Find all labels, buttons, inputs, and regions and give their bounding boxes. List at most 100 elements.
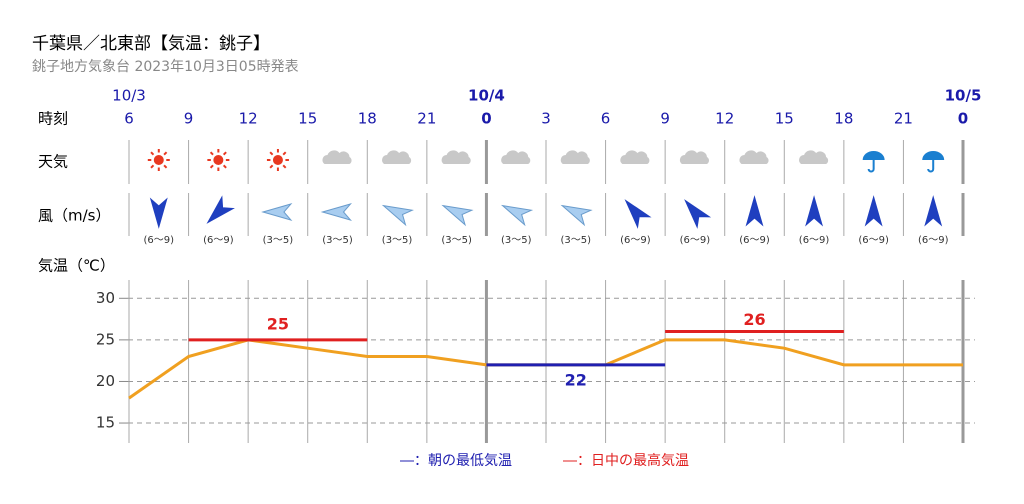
sun (153, 155, 164, 165)
arrow (560, 204, 593, 227)
y-tick-label: 25 (96, 330, 115, 348)
arrow (149, 197, 168, 229)
wind-speed: (3～5) (263, 235, 294, 246)
sun-ray (269, 151, 274, 156)
wind-speed: (3～5) (441, 235, 472, 246)
wind-arrow (206, 195, 235, 224)
sun-ray (209, 151, 214, 156)
sun-ray (163, 164, 168, 169)
wind-arrow (500, 204, 534, 227)
x-tick-label: 0 (481, 110, 491, 128)
row-label: 気温（℃） (38, 257, 115, 275)
umbrella (862, 151, 885, 160)
x-tick-label: 15 (775, 110, 794, 128)
daily-label: 26 (743, 310, 765, 329)
wind-speed: (6～9) (799, 235, 830, 246)
umbrella (922, 151, 945, 160)
y-tick-label: 30 (96, 289, 115, 307)
wind-speed: (6～9) (918, 235, 949, 246)
weather-icon (207, 149, 230, 171)
arrow (805, 195, 824, 227)
wind-speed: (6～9) (203, 235, 234, 246)
arrow (381, 204, 414, 227)
sun-ray (150, 151, 155, 156)
wind-arrow (805, 195, 824, 227)
row-label: 時刻 (38, 110, 68, 128)
sun-ray (163, 151, 168, 156)
arrow (320, 203, 352, 221)
subtitle: 銚子地方気象台 2023年10月3日05時発表 (32, 59, 299, 75)
arrow (441, 204, 474, 227)
wind-speed: (3～5) (322, 235, 353, 246)
cloud (441, 150, 471, 164)
cloud (679, 150, 709, 164)
weather-icon (560, 150, 590, 164)
arrow (624, 199, 652, 229)
wind-arrow (441, 204, 474, 227)
sun-ray (282, 151, 287, 156)
wind-speed: (6～9) (620, 235, 651, 246)
wind-arrow (320, 203, 352, 221)
x-tick-label: 9 (660, 110, 670, 128)
wind-arrow (381, 204, 414, 227)
x-tick-label: 3 (541, 110, 551, 128)
weather-icon (382, 150, 412, 164)
cloud (739, 150, 769, 164)
row-label: 天気 (38, 153, 68, 171)
x-tick-label: 12 (715, 110, 734, 128)
y-tick-label: 15 (96, 414, 115, 432)
arrow (924, 195, 943, 227)
sun (272, 155, 283, 165)
wind-arrow (149, 197, 168, 229)
arrow (864, 195, 883, 227)
x-tick-label: 6 (124, 110, 134, 128)
cloud (382, 150, 412, 164)
weather-icon (799, 150, 829, 164)
wind-arrow (624, 199, 652, 229)
weather-icon (322, 150, 352, 164)
weather-icon (620, 150, 650, 164)
sun-ray (150, 164, 155, 169)
title: 千葉県／北東部【気温：銚子】 (32, 34, 270, 54)
arrow (261, 203, 293, 221)
wind-speed: (3～5) (501, 235, 532, 246)
wind-speed: (6～9) (739, 235, 770, 246)
daily-label: 22 (565, 370, 587, 389)
x-tick-label: 12 (239, 110, 258, 128)
wind-speed: (6～9) (144, 235, 175, 246)
wind-arrow (924, 195, 943, 227)
sun-ray (222, 164, 227, 169)
date-label: 10/4 (468, 87, 505, 105)
legend-entry: ―：日中の最高気温 (563, 452, 689, 469)
wind-speed: (3～5) (561, 235, 592, 246)
wind-speed: (3～5) (382, 235, 413, 246)
weather-icon (922, 151, 945, 173)
cloud (501, 150, 531, 164)
arrow (206, 195, 235, 224)
cloud (560, 150, 590, 164)
weather-icon (441, 150, 471, 164)
weather-icon (501, 150, 531, 164)
x-tick-label: 0 (958, 110, 968, 128)
weather-icon (739, 150, 769, 164)
arrow (745, 195, 764, 227)
wind-arrow (745, 195, 764, 227)
cloud (322, 150, 352, 164)
legend-entry: ―：朝の最低気温 (400, 453, 512, 469)
sun-ray (269, 164, 274, 169)
row-label: 風（m/s） (38, 207, 110, 225)
daily-label: 25 (267, 314, 289, 333)
weather-icon (679, 150, 709, 164)
umbrella-handle (927, 160, 935, 173)
arrow (684, 199, 712, 229)
cloud (799, 150, 829, 164)
arrow (500, 204, 534, 227)
wind-speed: (6～9) (680, 235, 711, 246)
weather-icon (266, 149, 289, 171)
umbrella-handle (867, 160, 875, 173)
date-label: 10/3 (112, 87, 146, 105)
wind-speed: (6～9) (858, 235, 889, 246)
x-tick-label: 18 (834, 110, 853, 128)
date-label: 10/5 (945, 87, 982, 105)
